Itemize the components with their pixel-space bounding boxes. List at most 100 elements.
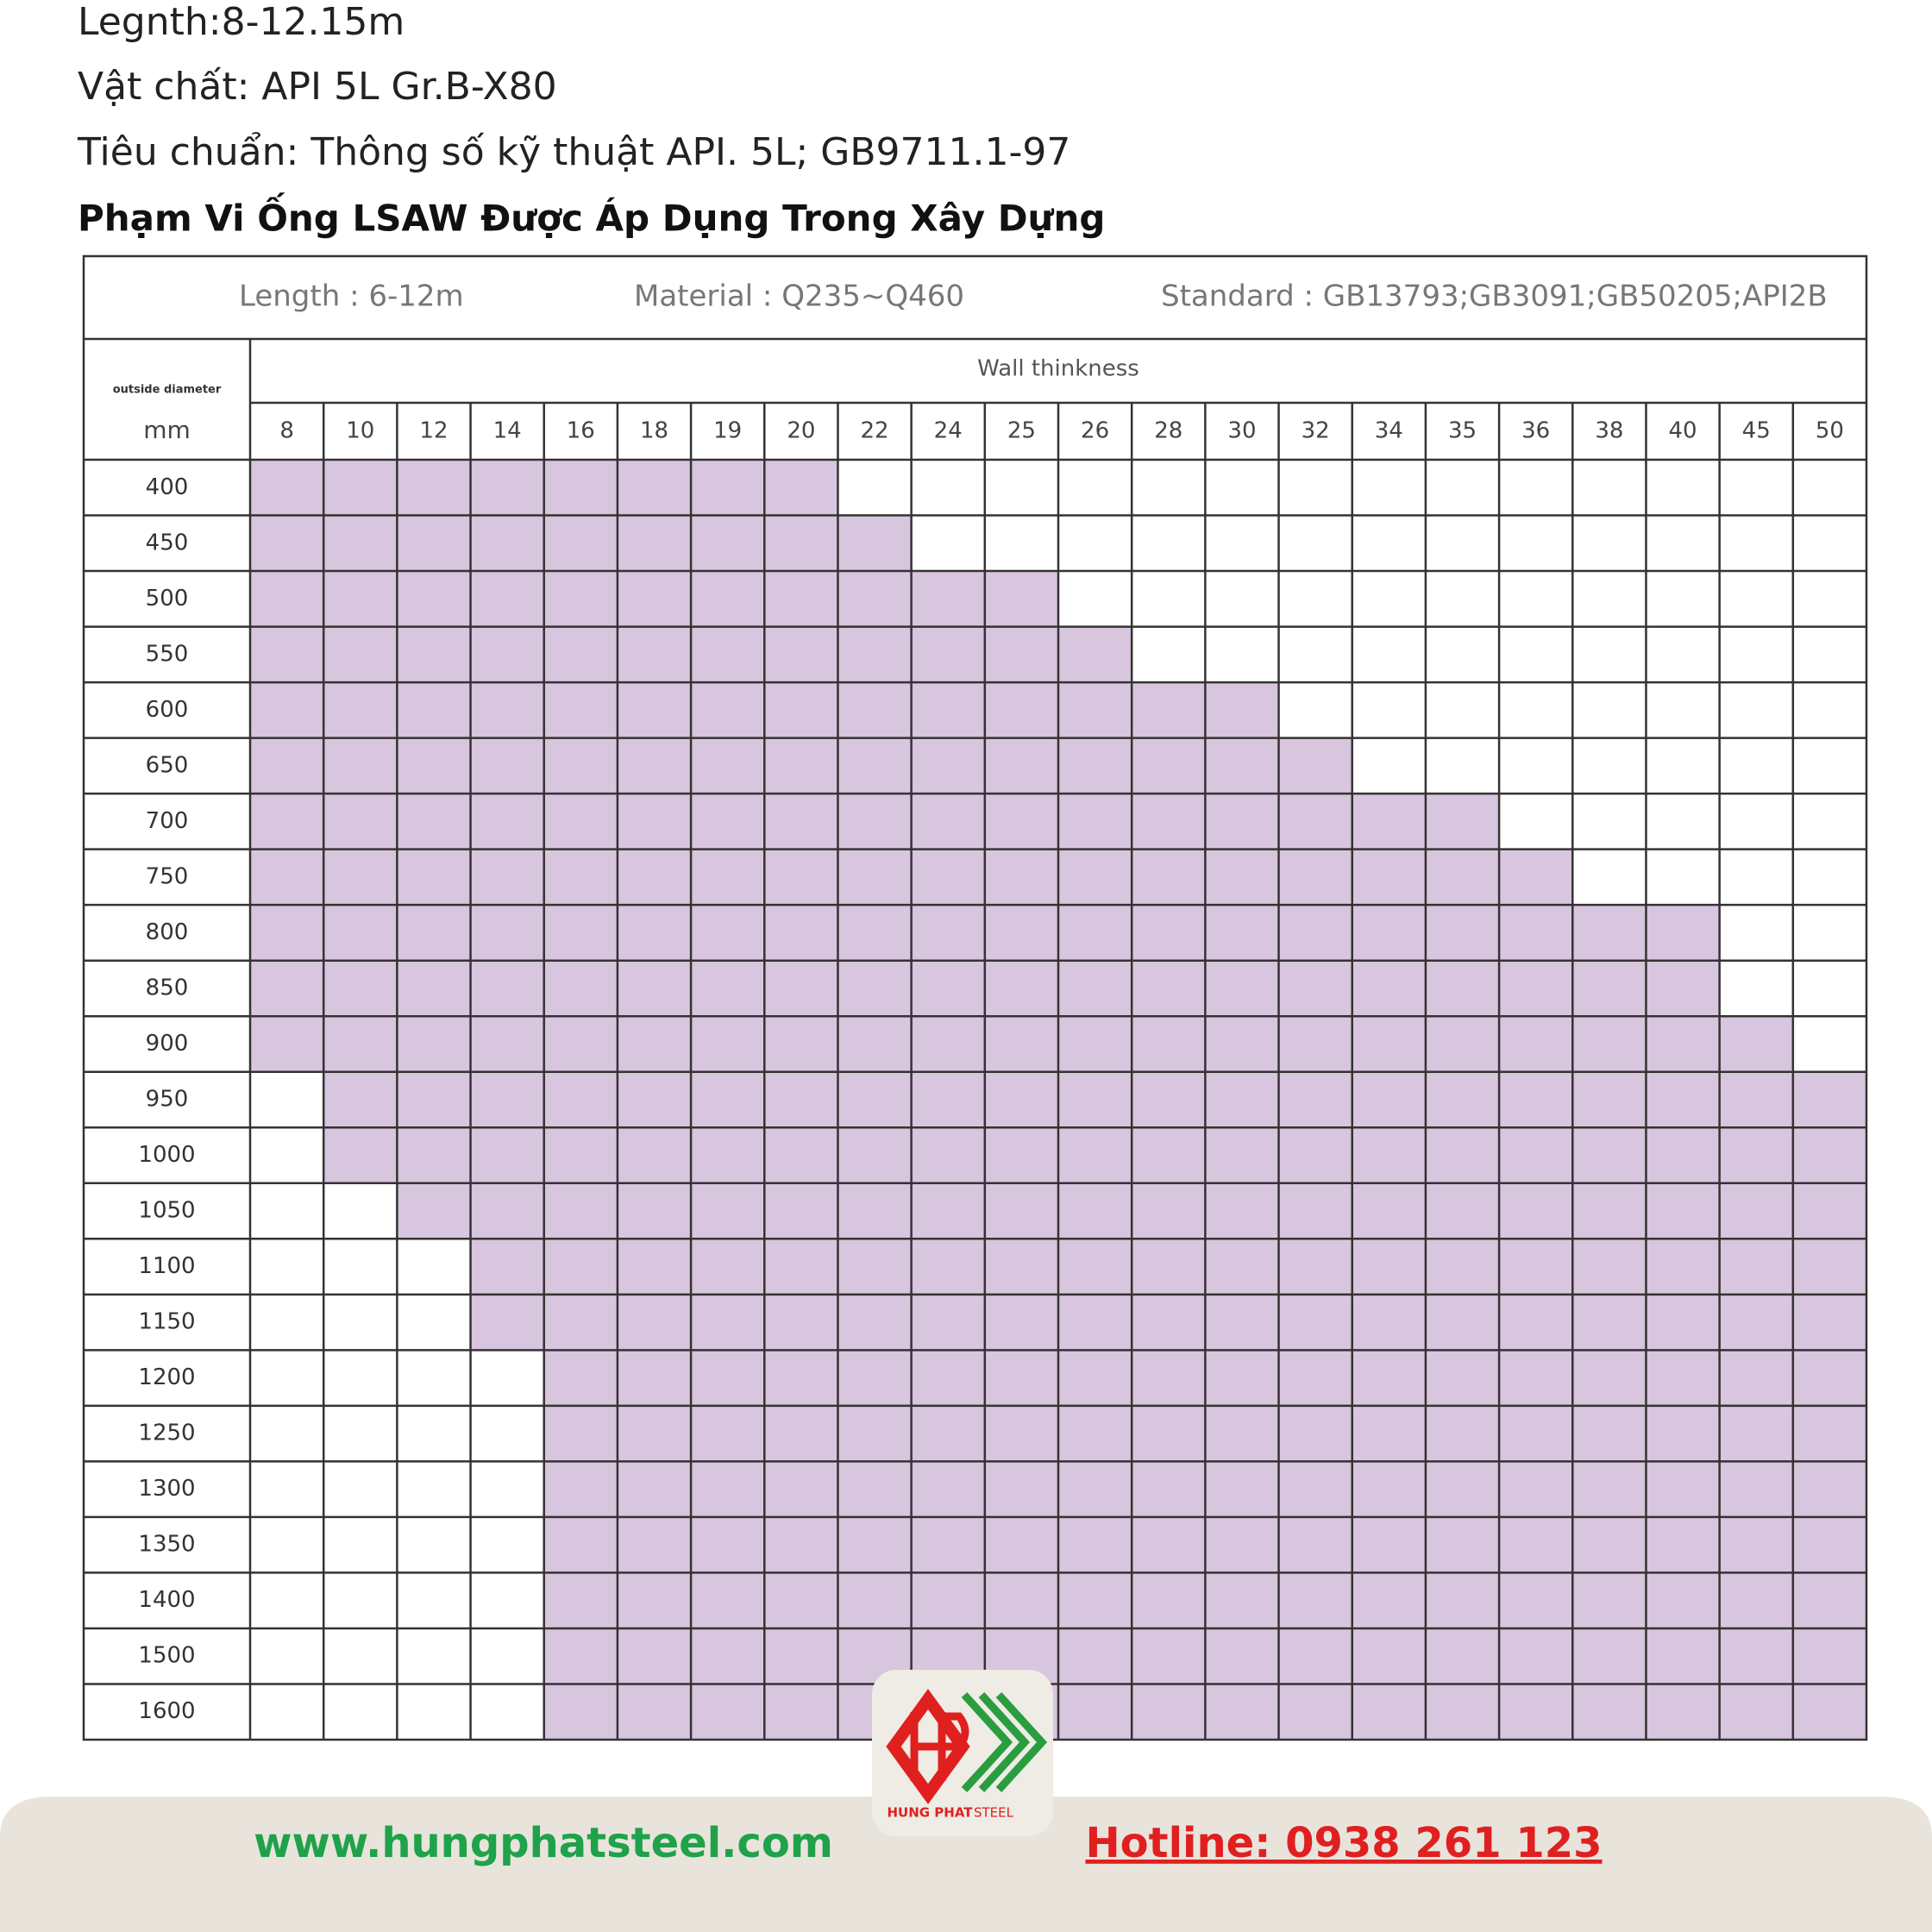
cell [617, 1350, 692, 1406]
cell [617, 626, 692, 683]
cell [1646, 1461, 1720, 1517]
cell [250, 1461, 324, 1517]
cell [250, 1350, 324, 1406]
cell [1058, 905, 1132, 961]
cell [984, 849, 1058, 906]
cell [1792, 1405, 1866, 1462]
cell [1792, 737, 1866, 794]
cell [1205, 1684, 1279, 1740]
cell [470, 1127, 544, 1183]
cell [1425, 960, 1500, 1017]
cell [1646, 1628, 1720, 1684]
cell [1499, 626, 1573, 683]
cell [984, 682, 1058, 738]
spec-line: Tiêu chuẩn: Thông số kỹ thuật API. 5L; G… [77, 130, 1070, 174]
cell [764, 1182, 838, 1239]
cell [250, 1405, 324, 1462]
cell [1499, 1628, 1573, 1684]
cell [691, 737, 765, 794]
cell [691, 571, 765, 627]
cell [911, 571, 985, 627]
cell [470, 571, 544, 627]
diameter-label: 1050 [138, 1198, 195, 1224]
thickness-label: 36 [1521, 418, 1550, 444]
cell [543, 794, 618, 850]
cell [1205, 1294, 1279, 1351]
diameter-label: 1250 [138, 1421, 195, 1446]
cell [543, 1127, 618, 1183]
diameter-label: 600 [146, 697, 189, 723]
cell [1719, 1071, 1793, 1128]
cell [1646, 1350, 1720, 1406]
cell [1352, 794, 1426, 850]
cell [617, 794, 692, 850]
table: 4004505005506006507007508008509009501000… [82, 254, 1868, 1741]
cell [911, 849, 985, 906]
cell [1352, 849, 1426, 906]
cell [1719, 960, 1793, 1017]
cell [250, 1628, 324, 1684]
diameter-label: 1500 [138, 1643, 195, 1669]
cell [1205, 1071, 1279, 1128]
cell [984, 515, 1058, 572]
cell [1499, 1516, 1573, 1573]
cell [911, 1572, 985, 1628]
thickness-label: 28 [1154, 418, 1182, 444]
cell [1132, 1461, 1206, 1517]
diameter-label: 700 [146, 808, 189, 834]
cell [764, 960, 838, 1017]
cell [470, 1239, 544, 1295]
cell [1278, 1350, 1352, 1406]
cell [764, 794, 838, 850]
cell [984, 1016, 1058, 1072]
cell [543, 571, 618, 627]
cell [250, 1294, 324, 1351]
cell [1572, 682, 1647, 738]
cell [1352, 515, 1426, 572]
hotline[interactable]: Hotline: 0938 261 123 [1085, 1819, 1602, 1867]
cell [1572, 571, 1647, 627]
thickness-label: 35 [1448, 418, 1477, 444]
thickness-label: 34 [1375, 418, 1403, 444]
cell [543, 1239, 618, 1295]
cell [1792, 905, 1866, 961]
cell [1719, 460, 1793, 516]
cell [323, 1350, 398, 1406]
cell [323, 1239, 398, 1295]
cell [397, 1071, 471, 1128]
cell [1719, 1516, 1793, 1573]
cell [617, 905, 692, 961]
cell [1352, 1182, 1426, 1239]
cell [543, 460, 618, 516]
cell [323, 1127, 398, 1183]
cell [764, 1016, 838, 1072]
cell [1646, 626, 1720, 683]
cell [470, 1294, 544, 1351]
cell [397, 1016, 471, 1072]
cell [1719, 571, 1793, 627]
cell [984, 960, 1058, 1017]
cell [1792, 682, 1866, 738]
cell [1278, 960, 1352, 1017]
thickness-label: 16 [567, 418, 595, 444]
cell [1352, 960, 1426, 1017]
cell [911, 794, 985, 850]
cell [1499, 849, 1573, 906]
cell [764, 626, 838, 683]
cell [1646, 1684, 1720, 1740]
cell [323, 1071, 398, 1128]
website[interactable]: www.hungphatsteel.com [254, 1819, 833, 1867]
cell [1425, 1684, 1500, 1740]
cell [250, 626, 324, 683]
cell [250, 682, 324, 738]
cell [984, 737, 1058, 794]
cell [1425, 1016, 1500, 1072]
cell [1572, 1628, 1647, 1684]
cell [617, 1182, 692, 1239]
cell [1278, 794, 1352, 850]
cell [1425, 1516, 1500, 1573]
cell [1719, 1461, 1793, 1517]
cell [1646, 905, 1720, 961]
cell [1719, 1684, 1793, 1740]
cell [984, 1182, 1058, 1239]
